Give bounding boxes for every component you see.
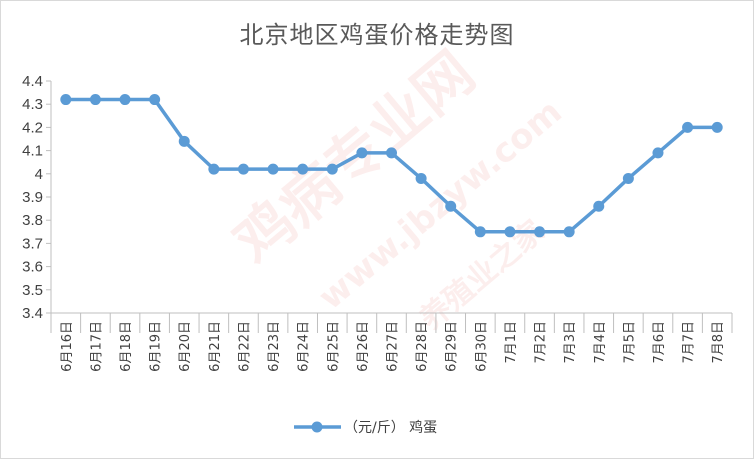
y-tick-label: 3.8: [22, 212, 43, 229]
y-tick-label: 4.3: [22, 96, 43, 113]
data-point: [682, 121, 694, 133]
data-point: [149, 94, 161, 106]
x-tick-label: 6月23日: [267, 321, 282, 372]
x-tick-label: 7月5日: [622, 321, 637, 364]
data-point: [386, 147, 397, 159]
x-tick-label: 6月30日: [474, 321, 489, 372]
chart-title: 北京地区鸡蛋价格走势图: [239, 21, 515, 49]
data-point: [119, 94, 131, 106]
y-tick-label: 4: [35, 166, 43, 183]
data-point: [652, 147, 664, 159]
legend-label: （元/斤） 鸡蛋: [344, 419, 437, 436]
data-point: [237, 163, 249, 175]
data-point: [415, 172, 427, 184]
x-tick-label: 6月24日: [297, 321, 312, 372]
data-point: [563, 226, 575, 238]
data-point: [445, 200, 457, 212]
y-tick-label: 3.9: [22, 189, 43, 206]
chart-axes: [46, 80, 733, 333]
x-tick-label: 6月28日: [415, 321, 430, 372]
x-tick-label: 6月27日: [386, 321, 401, 372]
series-layer: [60, 94, 723, 238]
data-point: [474, 226, 486, 238]
data-point: [504, 226, 516, 238]
x-tick-label: 7月6日: [652, 321, 667, 364]
data-point: [326, 163, 338, 175]
x-tick-label: 6月17日: [89, 321, 104, 372]
y-tick-label: 4.2: [22, 119, 43, 136]
x-tick-label: 7月3日: [563, 321, 578, 364]
data-point: [622, 172, 634, 184]
data-point: [89, 94, 101, 106]
x-tick-label: 7月1日: [504, 321, 519, 364]
x-tick-label: 7月8日: [711, 321, 726, 364]
data-point: [534, 226, 546, 238]
data-point: [356, 147, 368, 159]
x-tick-label: 6月18日: [119, 321, 134, 372]
x-tick-label: 6月20日: [178, 321, 193, 372]
data-point: [593, 200, 605, 212]
y-tick-label: 3.6: [22, 259, 43, 276]
data-point: [178, 135, 190, 147]
y-axis-labels: 3.4 3.5 3.6 3.7 3.8 3.9 4 4.1 4.2 4.3 4.4: [22, 73, 43, 322]
x-tick-label: 6月25日: [326, 321, 341, 372]
legend: （元/斤） 鸡蛋: [294, 419, 437, 436]
x-tick-label: 7月4日: [593, 321, 608, 364]
x-tick-label: 6月22日: [237, 321, 252, 372]
data-point: [297, 163, 309, 175]
y-tick-label: 3.5: [22, 282, 43, 299]
x-tick-label: 6月16日: [60, 321, 75, 372]
y-tick-label: 3.7: [22, 235, 43, 252]
y-tick-label: 4.4: [22, 73, 43, 90]
x-tick-label: 6月26日: [356, 321, 371, 372]
legend-marker: [311, 421, 323, 433]
x-tick-label: 7月2日: [534, 321, 549, 364]
y-tick-label: 4.1: [22, 143, 43, 160]
data-point: [711, 121, 723, 133]
x-tick-label: 6月29日: [445, 321, 460, 372]
x-tick-label: 7月7日: [682, 321, 697, 364]
data-point: [60, 94, 72, 106]
x-tick-label: 6月21日: [208, 321, 223, 372]
x-tick-label: 6月19日: [149, 321, 164, 372]
data-point: [267, 163, 279, 175]
data-point: [208, 163, 220, 175]
x-axis-labels: 6月16日 6月17日 6月18日 6月19日 6月20日 6月21日 6月22日 6月23日…: [60, 321, 726, 372]
y-tick-label: 3.4: [22, 305, 43, 322]
